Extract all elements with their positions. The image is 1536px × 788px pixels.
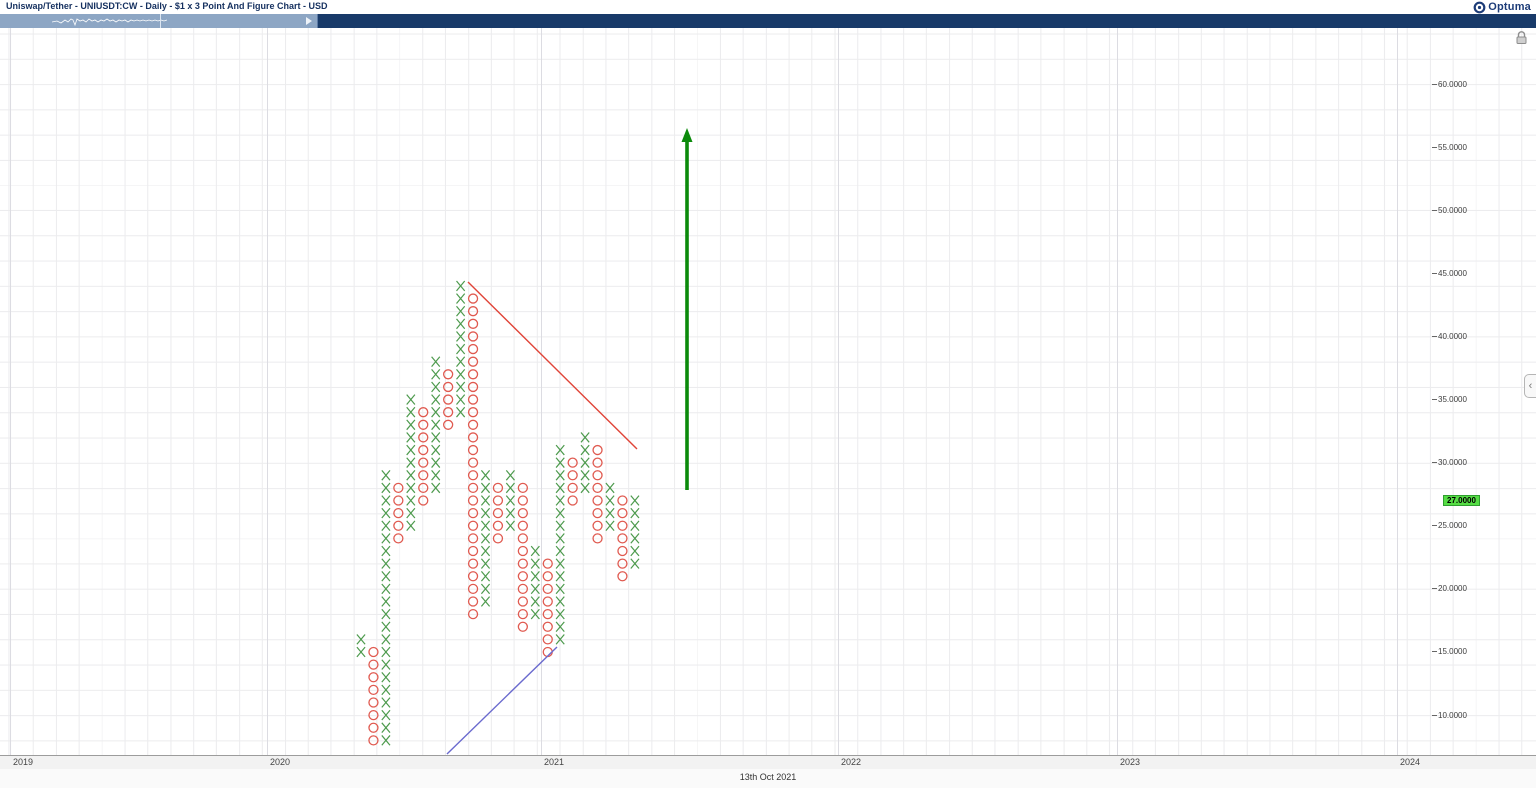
year-label: 2019 (13, 757, 34, 767)
time-axis: 2019 2020 2021 2022 2023 2024 (0, 755, 1536, 769)
lock-icon[interactable] (1514, 30, 1529, 46)
year-label: 2023 (1120, 757, 1141, 767)
year-label: 2020 (270, 757, 291, 767)
status-bar: 13th Oct 2021 (0, 769, 1536, 788)
toolbar (0, 14, 1536, 28)
optuma-logo: Optuma (1473, 0, 1531, 14)
chart-plot-area[interactable] (0, 28, 1536, 755)
year-label: 2024 (1400, 757, 1421, 767)
chart-title: Uniswap/Tether - UNIUSDT:CW - Daily - $1… (6, 1, 328, 11)
optuma-logo-text: Optuma (1488, 1, 1531, 13)
year-label: 2021 (544, 757, 565, 767)
year-label: 2022 (841, 757, 862, 767)
preview-sparkline-icon (52, 18, 167, 27)
preview-divider (160, 14, 161, 28)
optuma-logo-icon (1473, 1, 1486, 13)
chart-preview-panel[interactable] (0, 14, 318, 28)
panel-expand-arrow-icon[interactable] (306, 17, 312, 25)
last-price-badge: 27.0000 (1443, 495, 1480, 507)
crosshair-date: 13th Oct 2021 (739, 772, 797, 782)
titlebar: Uniswap/Tether - UNIUSDT:CW - Daily - $1… (0, 0, 1536, 14)
collapse-panel-tab[interactable]: ‹ (1524, 374, 1536, 398)
